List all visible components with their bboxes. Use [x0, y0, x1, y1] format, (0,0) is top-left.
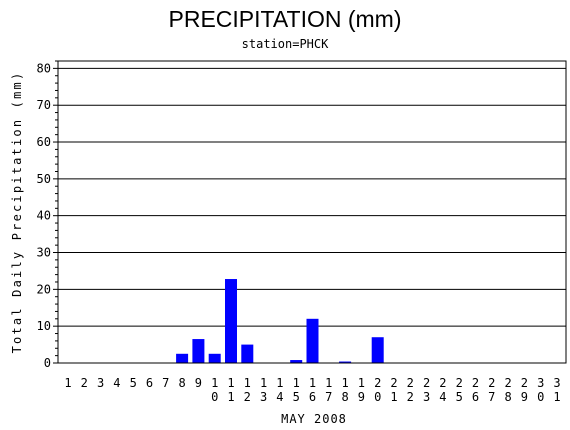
- y-tick-label: 50: [37, 172, 51, 186]
- x-tick-label-20-digit-2: 0: [374, 390, 381, 404]
- x-tick-label-1: 1: [64, 376, 71, 390]
- x-tick-label-11-digit-2: 1: [227, 390, 234, 404]
- y-axis: 0 10 20 30 40 50 60 70 80: [37, 60, 58, 370]
- x-tick-label-28-digit-2: 8: [504, 390, 511, 404]
- y-tick-label: 70: [37, 98, 51, 112]
- x-tick-label-12-digit-1: 1: [244, 376, 251, 390]
- x-tick-label-5: 5: [130, 376, 137, 390]
- bar-day-12: [241, 344, 254, 363]
- x-tick-label-24-digit-2: 4: [439, 390, 446, 404]
- y-tick-label: 80: [37, 61, 51, 75]
- x-tick-label-16-digit-2: 6: [309, 390, 316, 404]
- x-tick-label-14-digit-1: 1: [276, 376, 283, 390]
- x-tick-label-19-digit-1: 1: [358, 376, 365, 390]
- x-tick-label-28-digit-1: 2: [504, 376, 511, 390]
- plot-frame: [57, 60, 567, 364]
- x-tick-label-23-digit-2: 3: [423, 390, 430, 404]
- x-tick-label-21-digit-2: 1: [390, 390, 397, 404]
- x-tick-label-31-digit-2: 1: [553, 390, 560, 404]
- x-axis: 1 2 3 4 5 6 7 8 9 1011121314151617181920212223242…: [64, 376, 560, 404]
- x-tick-label-22-digit-1: 2: [407, 376, 414, 390]
- x-tick-label-7: 7: [162, 376, 169, 390]
- x-tick-label-21-digit-1: 2: [390, 376, 397, 390]
- bars: [176, 279, 384, 363]
- x-tick-label-8: 8: [178, 376, 185, 390]
- x-tick-label-9: 9: [195, 376, 202, 390]
- x-tick-label-26-digit-2: 6: [472, 390, 479, 404]
- x-tick-label-29-digit-1: 2: [521, 376, 528, 390]
- bar-day-9: [192, 339, 205, 363]
- x-tick-label-2: 2: [81, 376, 88, 390]
- x-tick-label-4: 4: [113, 376, 120, 390]
- y-axis-label: Total Daily Precipitation (mm): [10, 71, 24, 354]
- bar-day-15: [290, 360, 303, 363]
- x-tick-label-30-digit-2: 0: [537, 390, 544, 404]
- x-tick-label-17-digit-2: 7: [325, 390, 332, 404]
- x-tick-label-18-digit-2: 8: [341, 390, 348, 404]
- y-tick-label: 40: [37, 209, 51, 223]
- x-tick-label-15-digit-1: 1: [293, 376, 300, 390]
- x-tick-label-31-digit-1: 3: [553, 376, 560, 390]
- x-tick-label-6: 6: [146, 376, 153, 390]
- x-tick-label-10-digit-2: 0: [211, 390, 218, 404]
- x-tick-label-27-digit-1: 2: [488, 376, 495, 390]
- x-tick-label-30-digit-1: 3: [537, 376, 544, 390]
- bar-day-11: [225, 279, 237, 363]
- x-tick-label-26-digit-1: 2: [472, 376, 479, 390]
- x-tick-label-25-digit-2: 5: [456, 390, 463, 404]
- x-tick-label-22-digit-2: 2: [407, 390, 414, 404]
- x-tick-label-27-digit-2: 7: [488, 390, 495, 404]
- x-tick-label-14-digit-2: 4: [276, 390, 283, 404]
- x-tick-label-15-digit-2: 5: [293, 390, 300, 404]
- x-tick-label-10-digit-1: 1: [211, 376, 218, 390]
- chart-subtitle: station=PHCK: [241, 37, 329, 51]
- x-tick-label-25-digit-1: 2: [456, 376, 463, 390]
- x-tick-label-13-digit-2: 3: [260, 390, 267, 404]
- y-tick-label: 60: [37, 135, 51, 149]
- chart-title: PRECIPITATION (mm): [168, 6, 402, 32]
- bar-day-16: [306, 318, 319, 363]
- bar-day-10: [208, 353, 221, 363]
- x-tick-label-11-digit-1: 1: [227, 376, 234, 390]
- y-tick-label: 20: [37, 282, 51, 296]
- x-tick-label-16-digit-1: 1: [309, 376, 316, 390]
- x-tick-label-12-digit-2: 2: [244, 390, 251, 404]
- x-tick-label-3: 3: [97, 376, 104, 390]
- y-tick-label: 10: [37, 319, 51, 333]
- x-tick-label-19-digit-2: 9: [358, 390, 365, 404]
- x-tick-label-18-digit-1: 1: [341, 376, 348, 390]
- y-tick-label: 0: [44, 356, 51, 370]
- y-tick-label: 30: [37, 246, 51, 260]
- bar-day-20: [371, 337, 384, 363]
- x-tick-label-29-digit-2: 9: [521, 390, 528, 404]
- x-tick-label-13-digit-1: 1: [260, 376, 267, 390]
- x-tick-label-20-digit-1: 2: [374, 376, 381, 390]
- x-tick-label-17-digit-1: 1: [325, 376, 332, 390]
- bar-day-8: [176, 353, 189, 363]
- grid-lines: [58, 67, 566, 327]
- x-axis-label: MAY 2008: [281, 412, 347, 426]
- x-tick-label-23-digit-1: 2: [423, 376, 430, 390]
- x-tick-label-24-digit-1: 2: [439, 376, 446, 390]
- bar-day-18: [339, 361, 352, 363]
